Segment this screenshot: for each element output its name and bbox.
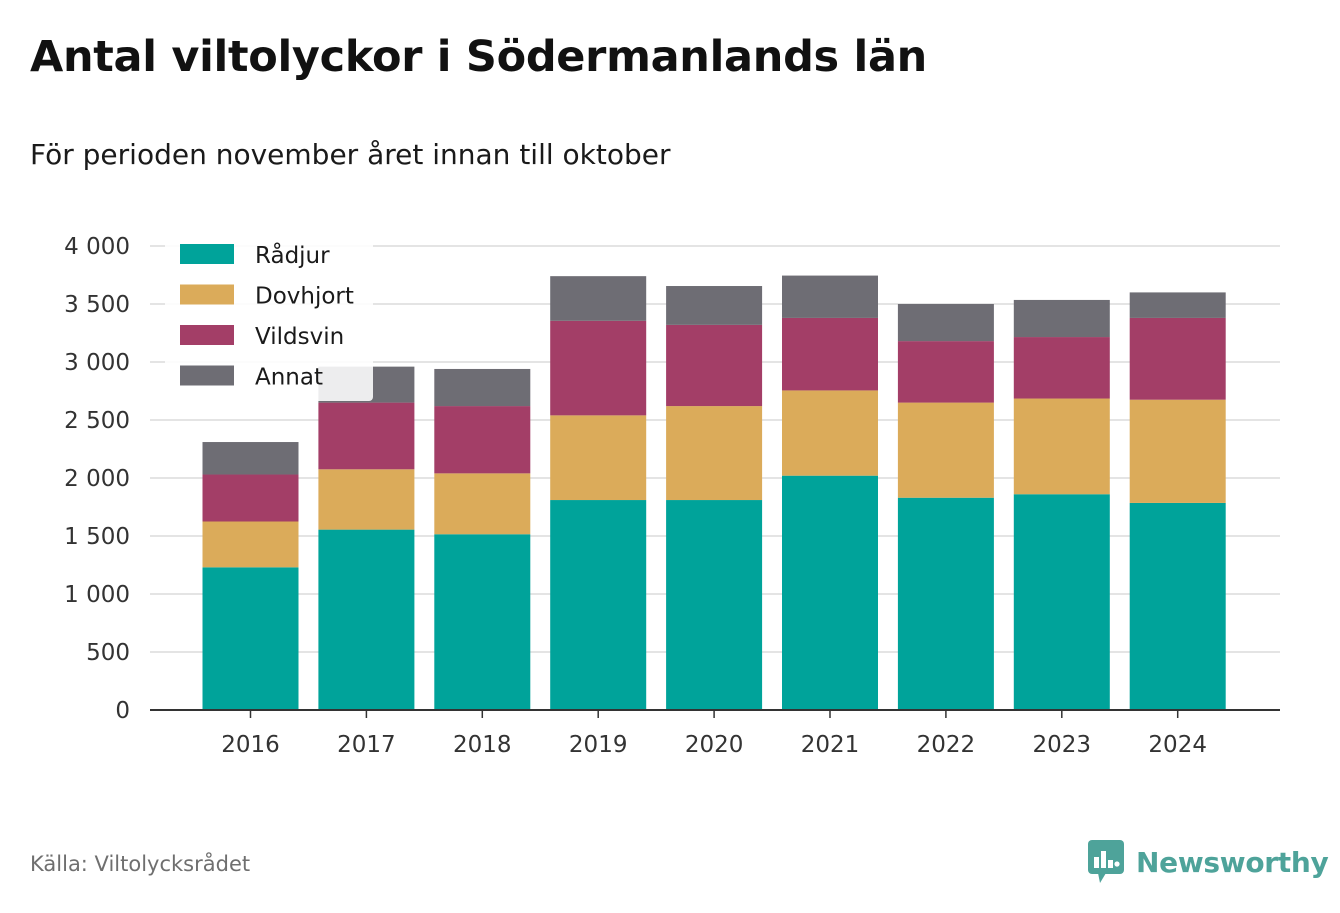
bar-segment-vildsvin bbox=[202, 474, 299, 522]
bar-segment-rådjur bbox=[1013, 494, 1110, 710]
y-tick-label: 2 000 bbox=[64, 466, 130, 492]
bar-segment-dovhjort bbox=[434, 473, 531, 535]
brand-name: Newsworthy bbox=[1136, 845, 1329, 879]
bar-segment-vildsvin bbox=[550, 320, 647, 416]
x-tick-label: 2019 bbox=[569, 732, 628, 758]
x-tick-label: 2021 bbox=[801, 732, 860, 758]
bar-segment-dovhjort bbox=[897, 402, 994, 498]
legend-label: Rådjur bbox=[255, 241, 330, 269]
bar-segment-dovhjort bbox=[550, 415, 647, 501]
bar-segment-vildsvin bbox=[318, 402, 415, 470]
bar-segment-annat bbox=[1013, 299, 1110, 338]
x-axis: 2016 2017 2018 2019 2020 2021 2022 2023 2024 bbox=[150, 709, 1280, 758]
bar-segment-annat bbox=[666, 286, 763, 325]
bar-segment-annat bbox=[550, 276, 647, 321]
chart-title: Antal viltolyckor i Södermanlands län bbox=[30, 32, 927, 82]
legend-label: Vildsvin bbox=[255, 324, 344, 350]
bar-segment-rådjur bbox=[318, 529, 415, 710]
y-tick-label: 3 000 bbox=[64, 350, 130, 376]
legend-swatch-rådjur bbox=[180, 244, 234, 264]
x-tick-label: 2022 bbox=[917, 732, 976, 758]
legend-background bbox=[165, 238, 373, 401]
bar-segment-annat bbox=[1129, 292, 1226, 318]
bar-segment-rådjur bbox=[666, 500, 763, 710]
x-tick-label: 2018 bbox=[453, 732, 512, 758]
x-tick-label: 2016 bbox=[221, 732, 280, 758]
y-tick-label: 500 bbox=[86, 640, 130, 666]
x-tick-label: 2024 bbox=[1148, 732, 1207, 758]
source-note: Källa: Viltolycksrådet bbox=[30, 852, 251, 876]
bar-segment-rådjur bbox=[1129, 502, 1226, 710]
bar-segment-vildsvin bbox=[434, 406, 531, 474]
bar-segment-dovhjort bbox=[1013, 398, 1110, 495]
legend-swatch-annat bbox=[180, 365, 234, 386]
bar-segment-rådjur bbox=[550, 500, 647, 710]
bar-segment-dovhjort bbox=[1129, 399, 1226, 503]
bar-segment-vildsvin bbox=[1129, 317, 1226, 400]
bar-segment-dovhjort bbox=[318, 469, 415, 530]
legend-swatch-vildsvin bbox=[180, 325, 234, 345]
legend-swatch-dovhjort bbox=[180, 284, 234, 305]
y-tick-label: 2 500 bbox=[64, 408, 130, 434]
x-tick-label: 2017 bbox=[337, 732, 396, 758]
bar-segment-rådjur bbox=[782, 475, 878, 710]
y-tick-label: 3 500 bbox=[64, 292, 130, 318]
bar-segment-vildsvin bbox=[782, 317, 878, 391]
bar-segment-dovhjort bbox=[202, 521, 299, 568]
bar-segment-dovhjort bbox=[666, 406, 763, 501]
x-tick-label: 2020 bbox=[685, 732, 744, 758]
bar-segment-dovhjort bbox=[782, 390, 878, 476]
bar-segment-vildsvin bbox=[1013, 337, 1110, 399]
bar-segment-annat bbox=[202, 442, 299, 475]
bar-segment-annat bbox=[897, 304, 994, 342]
y-tick-label: 1 500 bbox=[64, 524, 130, 550]
bar-segment-annat bbox=[434, 368, 531, 407]
legend: Rådjur Dovhjort Vildsvin Annat bbox=[165, 238, 373, 401]
newsworthy-logo-icon bbox=[1088, 840, 1124, 883]
chart-subtitle: För perioden november året innan till ok… bbox=[30, 138, 671, 171]
y-axis-ticks: 0 500 1 000 1 500 2 000 2 500 3 000 3 500 4 000 bbox=[64, 234, 130, 724]
bar-segment-rådjur bbox=[434, 534, 531, 710]
y-tick-label: 1 000 bbox=[64, 582, 130, 608]
x-tick-label: 2023 bbox=[1033, 732, 1092, 758]
bar-segment-vildsvin bbox=[666, 324, 763, 407]
bar-segment-rådjur bbox=[897, 497, 994, 710]
legend-label: Dovhjort bbox=[255, 284, 354, 310]
bar-segment-vildsvin bbox=[897, 341, 994, 403]
legend-label: Annat bbox=[255, 365, 323, 391]
y-tick-label: 4 000 bbox=[64, 234, 130, 260]
bars bbox=[202, 275, 1226, 710]
bar-segment-annat bbox=[782, 275, 878, 318]
bar-segment-rådjur bbox=[202, 567, 299, 710]
y-tick-label: 0 bbox=[115, 698, 130, 724]
newsworthy-brand[interactable]: Newsworthy bbox=[1088, 840, 1329, 884]
